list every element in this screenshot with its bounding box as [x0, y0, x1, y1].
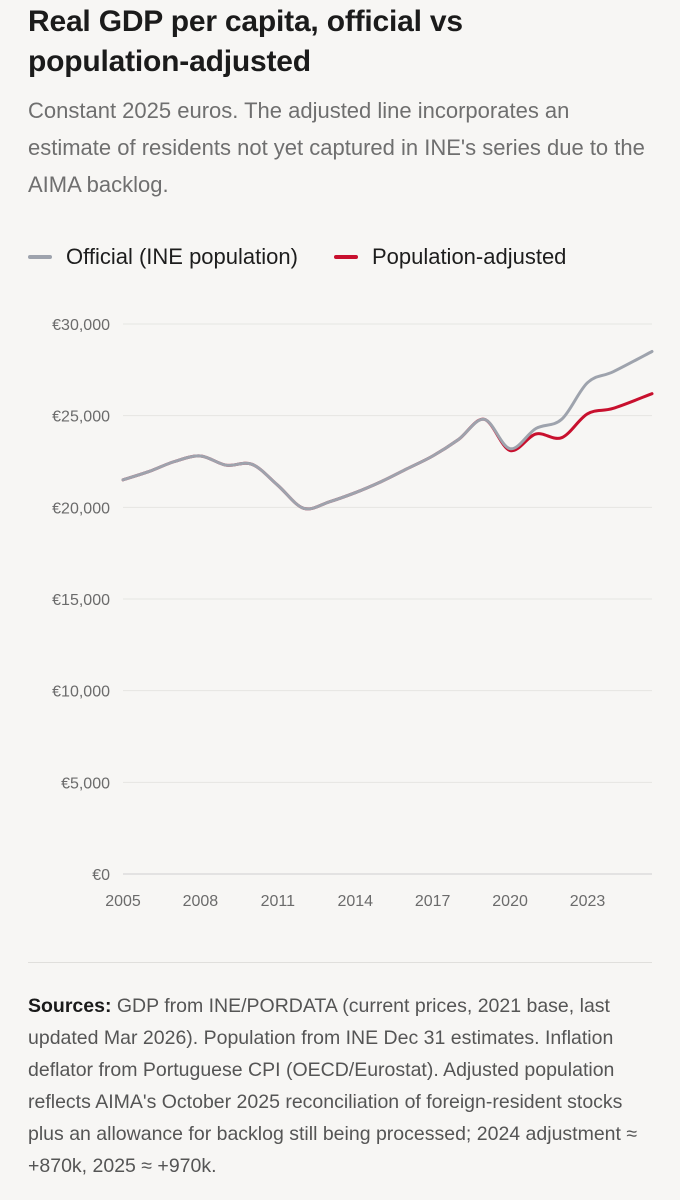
legend-label-adjusted: Population-adjusted [371, 244, 567, 269]
y-tick-label: €0 [92, 867, 110, 884]
sources-text: GDP from INE/PORDATA (current prices, 20… [28, 995, 638, 1177]
x-tick-label: 2017 [415, 893, 451, 910]
y-tick-label: €15,000 [52, 592, 110, 609]
legend-label-official: Official (INE population) [66, 244, 298, 269]
x-tick-label: 2008 [183, 893, 219, 910]
x-tick-label: 2011 [261, 893, 296, 910]
x-tick-label: 2014 [337, 893, 373, 910]
sources-note: Sources: GDP from INE/PORDATA (current p… [28, 990, 658, 1182]
legend-swatch-adjusted [333, 255, 358, 259]
legend-swatch-official [28, 255, 52, 259]
y-tick-label: €5,000 [61, 775, 110, 792]
y-tick-label: €25,000 [52, 409, 110, 426]
x-tick-label: 2023 [570, 893, 606, 910]
legend-item-adjusted[interactable]: Population-adjusted [333, 244, 567, 270]
sources-label: Sources: [28, 995, 112, 1017]
legend-item-official[interactable]: Official (INE population) [28, 244, 298, 270]
y-tick-label: €10,000 [52, 684, 110, 701]
series-line-official [121, 350, 654, 511]
x-tick-label: 2020 [492, 893, 528, 910]
y-tick-label: €30,000 [52, 317, 110, 334]
y-tick-label: €20,000 [52, 500, 110, 517]
chart-subtitle: Constant 2025 euros. The adjusted line i… [28, 98, 645, 197]
x-tick-label: 2005 [105, 893, 141, 910]
series-line-population-adjusted [121, 392, 654, 511]
line-chart: €0 €5,000 €10,000 €15,000 €20,000 €25,000 €30,… [52, 317, 654, 910]
divider [28, 962, 652, 963]
legend: Official (INE population) Population-adj… [28, 240, 602, 274]
chart-title: Real GDP per capita, official vs populat… [28, 5, 463, 78]
